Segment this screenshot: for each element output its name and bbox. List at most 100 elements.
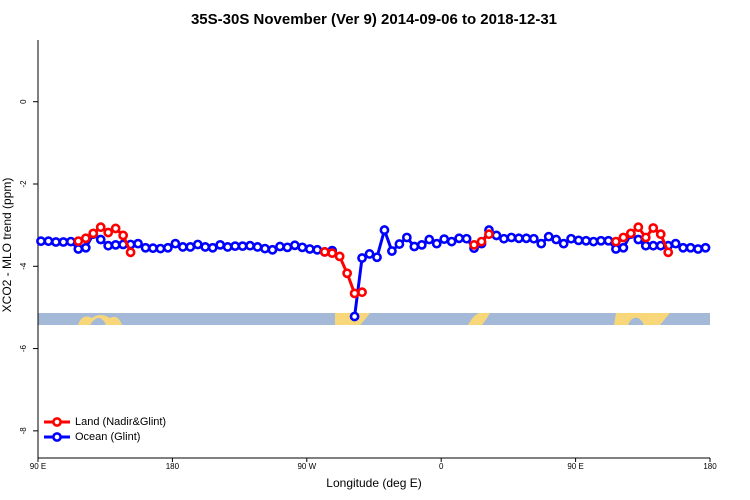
data-point — [185, 242, 196, 252]
data-point — [387, 246, 397, 256]
data-point — [566, 233, 577, 244]
data-point — [140, 242, 151, 253]
data-point — [685, 242, 696, 253]
data-point — [596, 235, 606, 246]
data-point — [618, 232, 629, 243]
data-point — [506, 232, 517, 243]
data-point — [551, 234, 562, 245]
data-point — [51, 237, 61, 247]
data-point — [513, 233, 524, 244]
data-point — [349, 288, 360, 299]
data-point — [633, 222, 644, 233]
data-point — [409, 241, 420, 252]
data-point — [304, 244, 315, 254]
data-point — [342, 268, 353, 279]
map-strip — [38, 313, 710, 325]
data-point — [267, 244, 278, 255]
data-point — [648, 240, 659, 251]
legend-marker — [52, 417, 62, 427]
data-point — [663, 247, 674, 258]
y-tick-label: -2 — [19, 180, 28, 188]
chart-title: 35S-30S November (Ver 9) 2014-09-06 to 2… — [191, 11, 557, 28]
x-tick-label: 0 — [439, 462, 444, 471]
data-point — [693, 244, 703, 254]
data-point — [364, 249, 375, 259]
data-point — [603, 235, 614, 246]
data-point — [327, 248, 338, 259]
data-point — [499, 233, 509, 244]
data-point — [349, 311, 360, 322]
data-point — [230, 241, 241, 252]
data-point — [43, 236, 54, 247]
y-tick-label: -4 — [19, 262, 28, 270]
data-point — [110, 239, 121, 250]
data-point — [357, 253, 367, 263]
data-point — [648, 223, 659, 233]
data-point — [700, 242, 711, 253]
data-point — [558, 238, 569, 249]
data-point — [334, 251, 345, 262]
data-point — [73, 244, 84, 254]
data-point — [476, 236, 487, 247]
data-point — [192, 239, 203, 250]
data-point — [118, 230, 129, 241]
data-point — [177, 242, 188, 252]
data-point — [573, 235, 584, 246]
data-point — [275, 241, 285, 252]
data-point — [88, 228, 99, 239]
data-point — [170, 238, 181, 249]
data-point — [536, 238, 547, 249]
data-point — [670, 238, 681, 249]
data-point — [289, 240, 300, 251]
data-point — [416, 239, 427, 250]
series — [36, 225, 711, 322]
data-point — [633, 234, 644, 245]
x-tick-label: 90 E — [30, 462, 46, 471]
data-point — [245, 240, 255, 251]
y-axis-label: XCO2 - MLO trend (ppm) — [0, 178, 14, 313]
data-point — [618, 242, 629, 253]
legend-label: Land (Nadir&Glint) — [75, 416, 166, 428]
data-point — [58, 237, 69, 247]
data-point — [372, 252, 382, 263]
data-point — [528, 233, 539, 244]
x-tick-label: 90 W — [297, 462, 316, 471]
legend: Land (Nadir&Glint) Ocean (Glint) — [44, 416, 166, 443]
data-point — [252, 242, 263, 252]
data-point — [65, 236, 76, 247]
data-point — [625, 228, 636, 239]
data-point — [80, 242, 91, 253]
data-point — [80, 233, 91, 244]
data-point — [461, 233, 472, 244]
x-tick-label: 90 E — [567, 462, 583, 471]
data-point — [312, 244, 323, 255]
data-point — [454, 233, 465, 244]
x-axis-label: Longitude (deg E) — [326, 476, 421, 490]
data-point — [521, 233, 532, 244]
data-point — [133, 238, 143, 249]
data-point — [125, 247, 136, 258]
data-point — [110, 223, 121, 234]
y-tick-label: -6 — [19, 344, 28, 352]
x-tick-label: 180 — [166, 462, 180, 471]
data-point — [148, 243, 158, 254]
data-point — [95, 222, 106, 233]
data-point — [260, 243, 270, 254]
data-point — [103, 227, 114, 238]
data-point — [640, 240, 651, 251]
data-point — [640, 232, 651, 243]
data-point — [611, 236, 621, 247]
data-point — [484, 229, 494, 240]
data-point — [73, 236, 84, 247]
data-point — [401, 232, 412, 243]
data-point — [439, 234, 450, 245]
data-point — [163, 242, 173, 253]
data-point — [95, 234, 106, 245]
data-point — [155, 243, 166, 254]
series — [73, 222, 674, 299]
data-point — [491, 230, 502, 241]
data-point — [394, 239, 405, 249]
data-point — [431, 238, 442, 249]
data-point — [469, 239, 479, 250]
y-tick-label: -8 — [19, 427, 28, 435]
